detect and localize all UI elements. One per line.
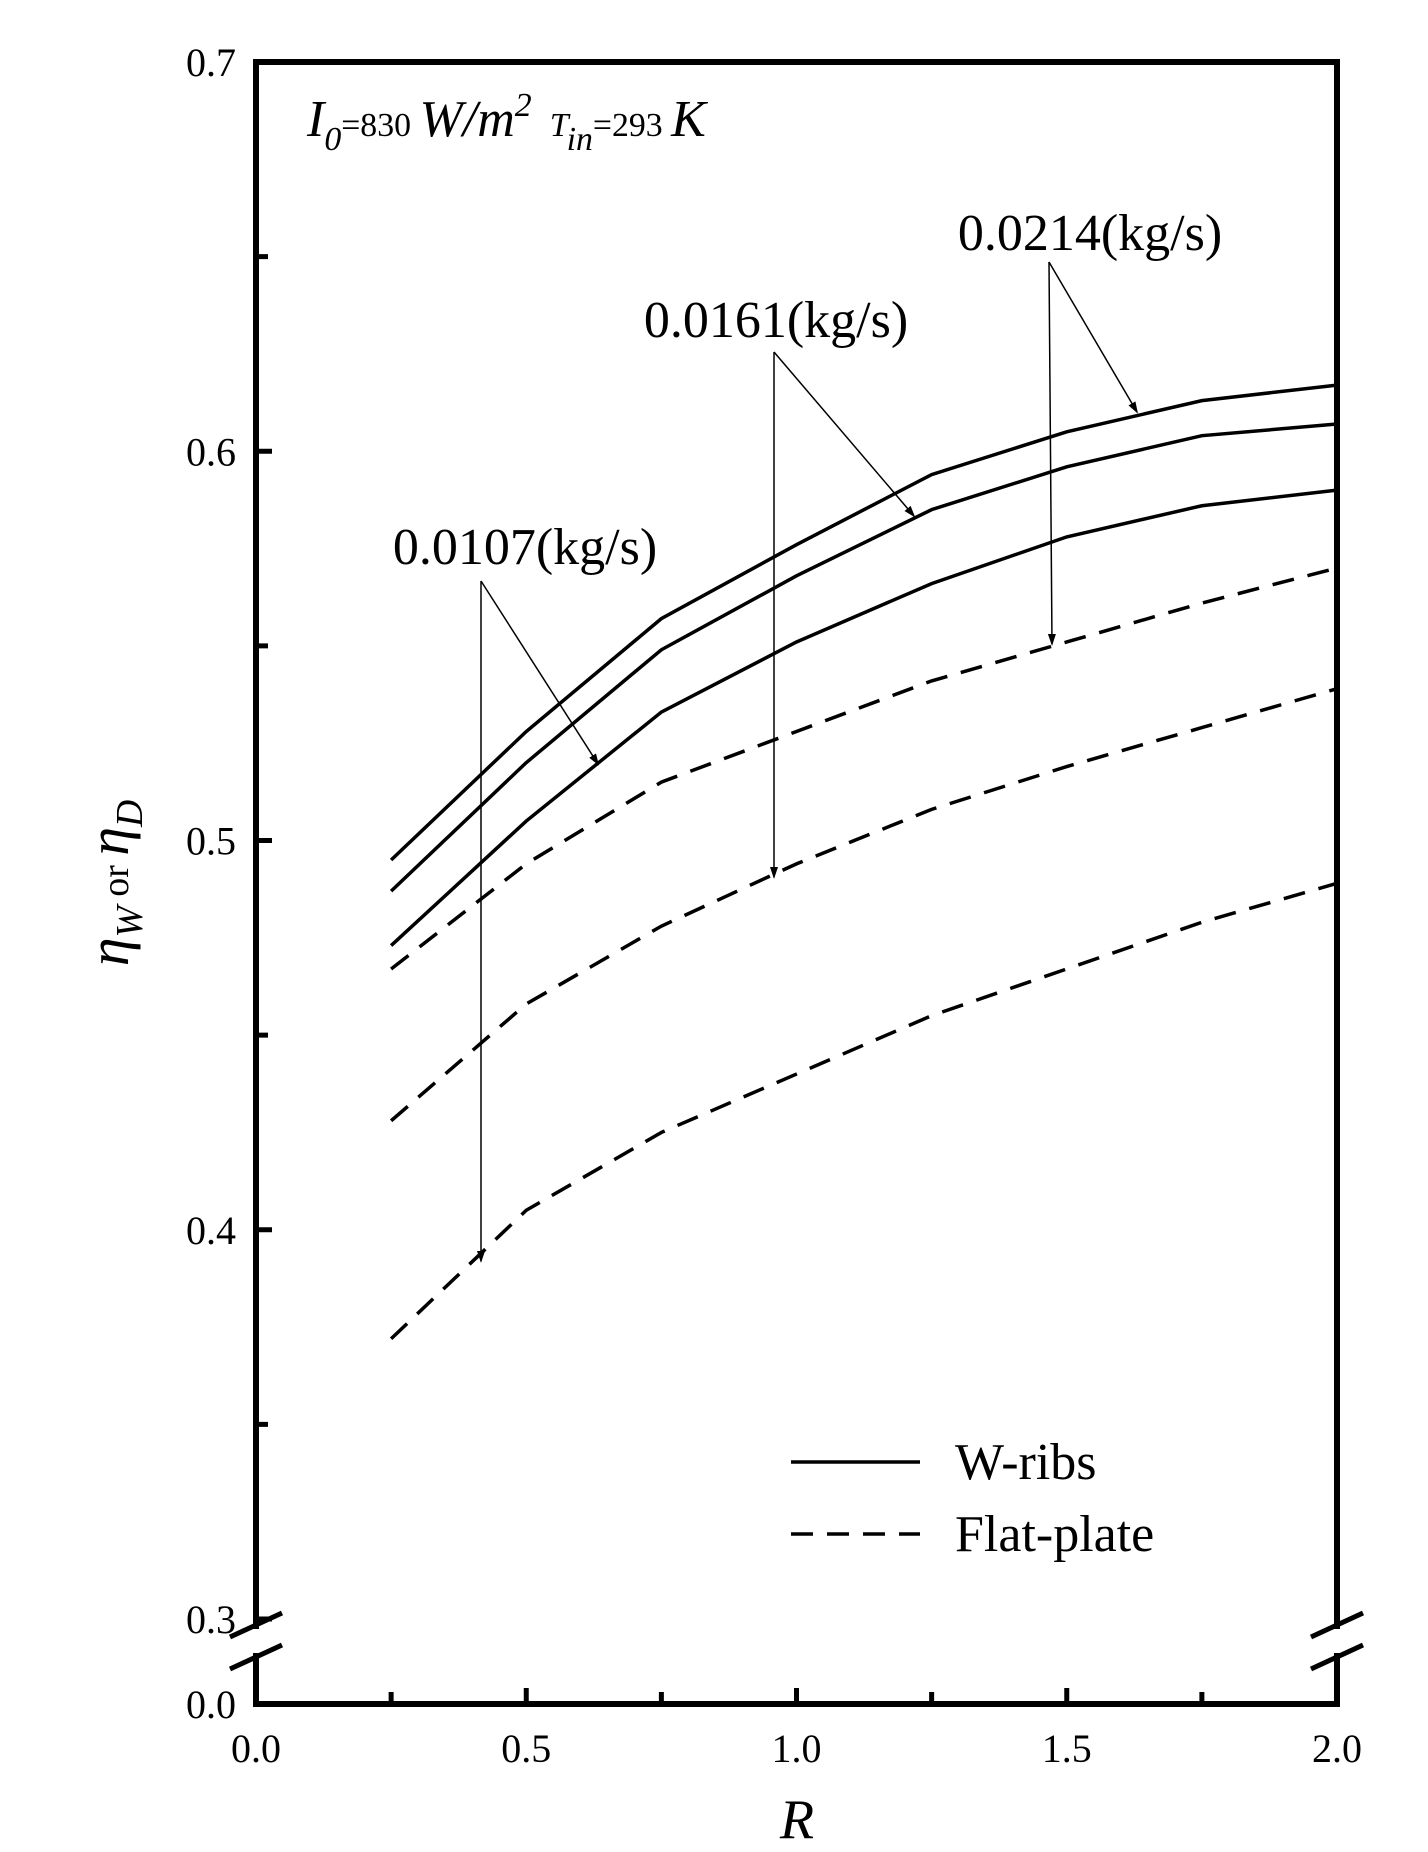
text-part: 2 [515, 87, 532, 124]
x-tick-label: 0.0 [231, 1726, 281, 1771]
text-part: η [76, 827, 141, 856]
text-part: I [306, 91, 327, 148]
legend-label: W-ribs [955, 1434, 1097, 1491]
axis-break-mark [1309, 1642, 1365, 1672]
text-part: =293 [593, 107, 671, 144]
text-part: T [550, 107, 571, 144]
text-part: 0 [324, 121, 341, 158]
axis-break-mark [1309, 1610, 1365, 1640]
data-line [389, 687, 1338, 1123]
axis-break-gap [246, 1629, 266, 1653]
data-line [389, 383, 1338, 862]
text-part: in [567, 121, 593, 158]
annotation: 0.0161(kg/s) [644, 292, 908, 349]
text-part: =830 [341, 107, 419, 144]
data-line [389, 488, 1338, 947]
legend-label: Flat-plate [955, 1506, 1154, 1563]
annotation: 0.0107(kg/s) [393, 519, 657, 576]
x-tick-label: 0.5 [501, 1726, 551, 1771]
conditions: I0=830 W/m2Tin=293 K [306, 87, 708, 158]
y-tick-label: 0.3 [186, 1597, 236, 1642]
data-line [389, 422, 1338, 893]
axis-break-mark [228, 1642, 284, 1672]
y-tick-label: 0.0 [186, 1682, 236, 1727]
x-tick-label: 1.0 [772, 1726, 822, 1771]
annotation: 0.0214(kg/s) [958, 205, 1222, 262]
data-line [389, 881, 1338, 1341]
y-tick-label: 0.4 [186, 1208, 236, 1253]
text-part: K [670, 91, 708, 148]
annotation-arrow [1048, 261, 1139, 414]
y-tick-label: 0.7 [186, 40, 236, 85]
text-part: η [76, 937, 141, 966]
y-tick-label: 0.5 [186, 819, 236, 864]
y-tick-label: 0.6 [186, 429, 236, 474]
text-part: W/m [419, 91, 514, 148]
text-part: W [109, 902, 151, 937]
annotation-arrow [480, 580, 600, 766]
y-axis-label: ηW or ηD [76, 800, 151, 966]
text-part: or [95, 856, 137, 906]
annotation-arrow [773, 351, 916, 518]
x-tick-label: 2.0 [1312, 1726, 1362, 1771]
data-line [390, 566, 1338, 971]
x-axis-label: R [779, 1789, 814, 1851]
axis-break-gap [1327, 1629, 1347, 1653]
text-part: D [109, 800, 151, 828]
annotation-arrow [1047, 261, 1056, 646]
axis-break-mark [228, 1610, 284, 1640]
x-tick-label: 1.5 [1042, 1726, 1092, 1771]
